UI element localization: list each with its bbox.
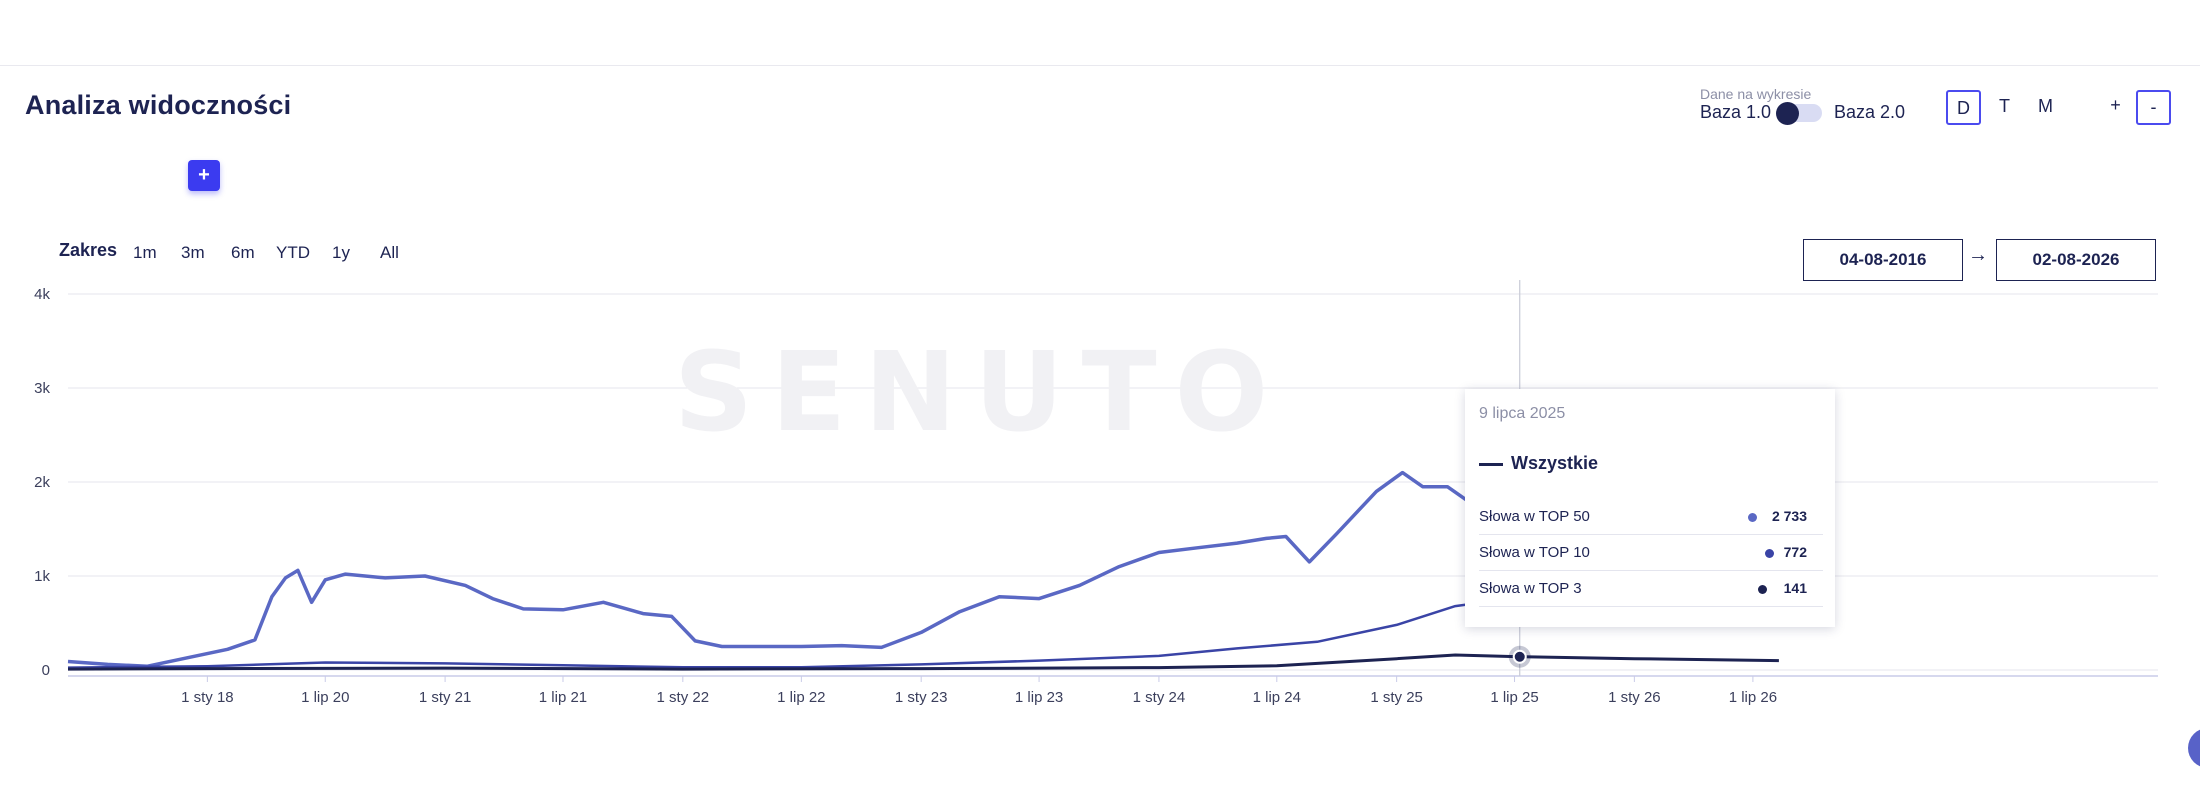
x-tick-label: 1 lip 21 — [539, 689, 587, 706]
series-dot-icon — [1758, 585, 1767, 594]
zoom-out-button[interactable]: - — [2136, 90, 2171, 125]
x-tick-label: 1 sty 21 — [419, 689, 472, 706]
series-line-2 — [67, 653, 1779, 671]
tooltip-row-top50: Słowa w TOP 50 2 733 — [1479, 499, 1823, 535]
range-1y-button[interactable]: 1y — [332, 243, 350, 262]
date-range-arrow-icon: → — [1968, 244, 1988, 266]
start-date-input[interactable]: 04-08-2016 — [1803, 239, 1963, 281]
y-tick-label: 0 — [42, 662, 50, 679]
tooltip-group-label: Wszystkie — [1511, 453, 1599, 473]
x-tick-label: 1 sty 26 — [1608, 689, 1661, 706]
tooltip-row-top10: Słowa w TOP 10 772 — [1479, 535, 1823, 571]
tooltip-date: 9 lipca 2025 — [1479, 405, 1566, 422]
tooltip-row-value: 772 — [1783, 544, 1807, 560]
tooltip-row-label: Słowa w TOP 10 — [1479, 544, 1590, 561]
x-tick-label: 1 lip 24 — [1253, 689, 1301, 706]
tooltip-row-top3: Słowa w TOP 3 141 — [1479, 571, 1823, 607]
add-button[interactable]: + — [188, 160, 220, 191]
granularity-week-button[interactable]: T — [1999, 96, 2010, 116]
zoom-in-button[interactable]: + — [2110, 95, 2121, 115]
range-1m-button[interactable]: 1m — [133, 243, 157, 262]
tooltip-row-label: Słowa w TOP 50 — [1479, 508, 1590, 525]
y-tick-label: 1k — [34, 568, 50, 585]
range-ytd-button[interactable]: YTD — [276, 243, 310, 262]
baza-1-label[interactable]: Baza 1.0 — [1700, 102, 1772, 122]
baza-2-label[interactable]: Baza 2.0 — [1834, 102, 1906, 122]
range-all-button[interactable]: All — [380, 243, 399, 262]
help-fab-button[interactable] — [2188, 728, 2200, 768]
y-axis: 0 1k 2k 3k 4k — [34, 286, 50, 679]
data-source-caption: Dane na wykresie — [1700, 86, 1812, 102]
tooltip-row-label: Słowa w TOP 3 — [1479, 580, 1582, 597]
data-source-toggle[interactable] — [1776, 102, 1822, 125]
toggle-knob[interactable] — [1776, 102, 1799, 125]
page-title: Analiza widoczności — [25, 90, 292, 120]
range-3m-button[interactable]: 3m — [181, 243, 205, 262]
x-tick-label: 1 sty 25 — [1370, 689, 1423, 706]
series-dot-icon — [1765, 549, 1774, 558]
x-axis: 1 sty 18 1 lip 20 1 sty 21 1 lip 21 1 sty 22… — [68, 675, 2158, 706]
x-tick-label: 1 sty 23 — [895, 689, 948, 706]
x-tick-label: 1 sty 24 — [1133, 689, 1186, 706]
visibility-chart[interactable]: SENUTO 0 1k 2k 3k 4k 1 sty 18 1 lip 20 1 sty 2… — [0, 280, 2200, 710]
x-tick-label: 1 lip 22 — [777, 689, 825, 706]
end-date-input[interactable]: 02-08-2026 — [1996, 239, 2156, 281]
chart-tooltip: 9 lipca 2025 Wszystkie Słowa w TOP 50 2 … — [1465, 389, 1835, 627]
header-divider — [0, 65, 2200, 66]
granularity-day-button[interactable]: D — [1946, 90, 1981, 125]
tooltip-row-value: 141 — [1783, 580, 1807, 596]
cursor-marker — [1512, 649, 1527, 664]
x-tick-label: 1 sty 22 — [657, 689, 710, 706]
range-label: Zakres — [59, 240, 118, 260]
y-tick-label: 4k — [34, 286, 50, 303]
range-6m-button[interactable]: 6m — [231, 243, 255, 262]
x-tick-label: 1 lip 20 — [301, 689, 349, 706]
x-tick-label: 1 sty 18 — [181, 689, 234, 706]
tooltip-row-value: 2 733 — [1771, 508, 1807, 524]
y-tick-label: 3k — [34, 380, 50, 397]
x-tick-label: 1 lip 26 — [1729, 689, 1777, 706]
x-tick-label: 1 lip 23 — [1015, 689, 1063, 706]
x-tick-label: 1 lip 25 — [1490, 689, 1538, 706]
series-dot-icon — [1748, 513, 1757, 522]
tooltip-group-line-icon — [1479, 463, 1503, 466]
chart-watermark: SENUTO — [674, 328, 1286, 456]
granularity-month-button[interactable]: M — [2038, 96, 2053, 116]
y-tick-label: 2k — [34, 474, 50, 491]
